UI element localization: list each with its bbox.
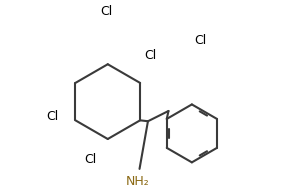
Text: Cl: Cl (46, 110, 58, 123)
Text: Cl: Cl (84, 153, 96, 166)
Text: Cl: Cl (144, 49, 156, 62)
Text: Cl: Cl (195, 34, 207, 47)
Text: Cl: Cl (101, 6, 113, 19)
Text: NH₂: NH₂ (126, 175, 150, 188)
